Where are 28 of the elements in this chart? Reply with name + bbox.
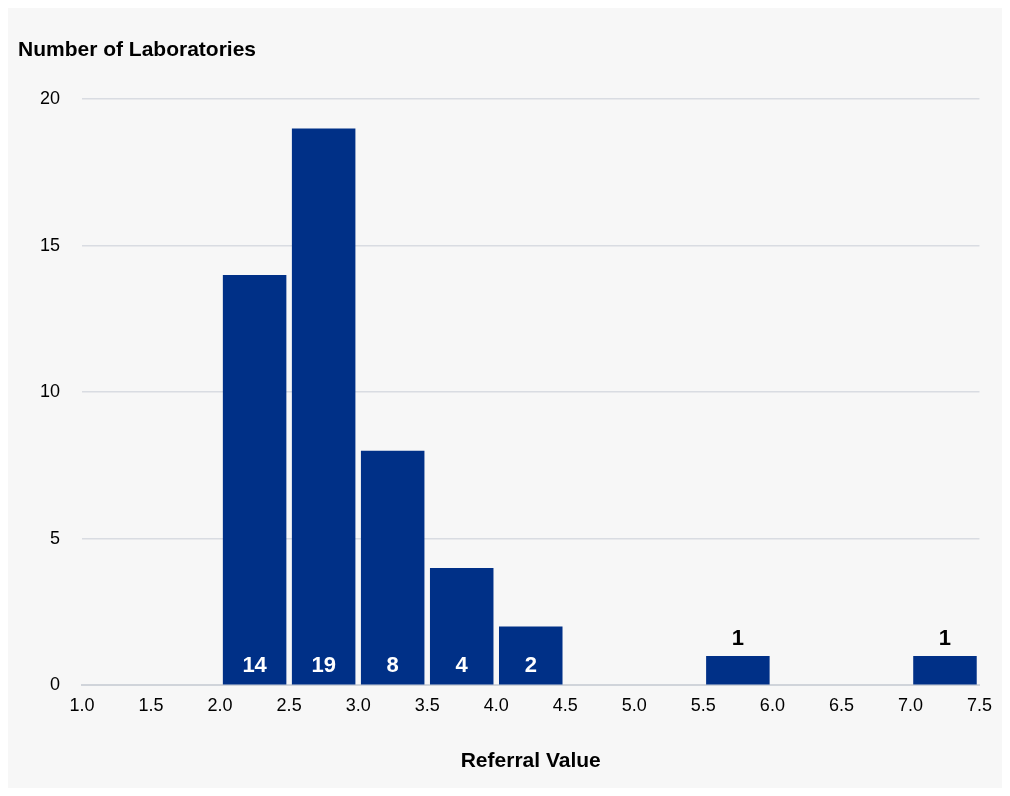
x-tick-label: 5.5 [690, 694, 716, 715]
data-label: 2 [524, 651, 537, 677]
x-tick-label: 4.5 [552, 694, 578, 715]
data-label: 1 [938, 624, 952, 650]
x-axis-title: Referral Value [460, 748, 601, 772]
x-tick-label: 6.5 [828, 694, 854, 715]
x-tick-label: 6.0 [759, 694, 785, 715]
data-label: 19 [311, 651, 336, 677]
y-tick-label: 0 [50, 674, 61, 695]
data-label: 8 [386, 651, 399, 677]
x-tick-label: 2.5 [276, 694, 302, 715]
x-tick-label: 2.0 [207, 694, 233, 715]
x-tick-label: 3.5 [414, 694, 440, 715]
x-tick-label: 5.0 [621, 694, 647, 715]
y-tick-label: 15 [39, 234, 61, 255]
y-tick-label: 5 [50, 527, 61, 548]
x-tick-label: 4.0 [483, 694, 509, 715]
data-label: 1 [731, 624, 744, 650]
x-tick-label: 7.0 [897, 694, 923, 715]
y-axis-title: Number of Laboratories [18, 37, 257, 61]
y-tick-label: 20 [39, 88, 61, 109]
y-tick-label: 10 [39, 381, 61, 402]
x-tick-label: 1.0 [69, 694, 95, 715]
x-tick-label: 1.5 [138, 694, 164, 715]
x-tick-label: 7.5 [966, 694, 992, 715]
data-label: 14 [242, 651, 268, 677]
data-label: 4 [455, 651, 469, 677]
x-tick-label: 3.0 [345, 694, 371, 715]
